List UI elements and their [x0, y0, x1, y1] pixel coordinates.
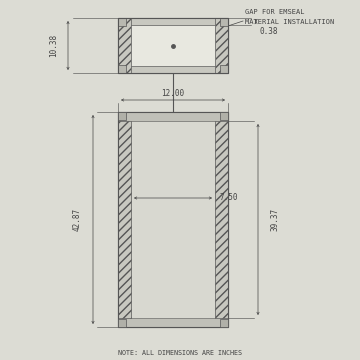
- Text: 42.87: 42.87: [72, 208, 81, 231]
- Bar: [215, 121, 228, 318]
- Bar: [220, 112, 228, 120]
- Bar: [118, 18, 126, 26]
- Bar: [220, 18, 228, 26]
- Bar: [220, 319, 228, 327]
- Text: 0.38: 0.38: [260, 27, 279, 36]
- Bar: [118, 18, 228, 73]
- Bar: [220, 65, 228, 73]
- Bar: [118, 112, 228, 327]
- Bar: [118, 121, 131, 318]
- Text: GAP FOR EMSEAL: GAP FOR EMSEAL: [245, 9, 305, 15]
- Text: 12.00: 12.00: [161, 89, 185, 98]
- Bar: [131, 25, 215, 66]
- Text: 39.37: 39.37: [270, 208, 279, 231]
- Bar: [118, 319, 126, 327]
- Bar: [118, 18, 228, 73]
- Bar: [118, 65, 126, 73]
- Bar: [118, 112, 228, 121]
- Bar: [118, 18, 131, 73]
- Bar: [215, 18, 228, 73]
- Text: MATERIAL INSTALLATION: MATERIAL INSTALLATION: [245, 19, 334, 25]
- Text: 10.38: 10.38: [50, 34, 58, 57]
- Text: NOTE: ALL DIMENSIONS ARE INCHES: NOTE: ALL DIMENSIONS ARE INCHES: [118, 350, 242, 356]
- Bar: [118, 318, 228, 327]
- Bar: [131, 66, 215, 73]
- Bar: [118, 112, 228, 327]
- Text: 6.0: 6.0: [166, 33, 180, 42]
- Bar: [131, 18, 215, 25]
- Text: 7.50: 7.50: [219, 194, 238, 202]
- Bar: [118, 112, 126, 120]
